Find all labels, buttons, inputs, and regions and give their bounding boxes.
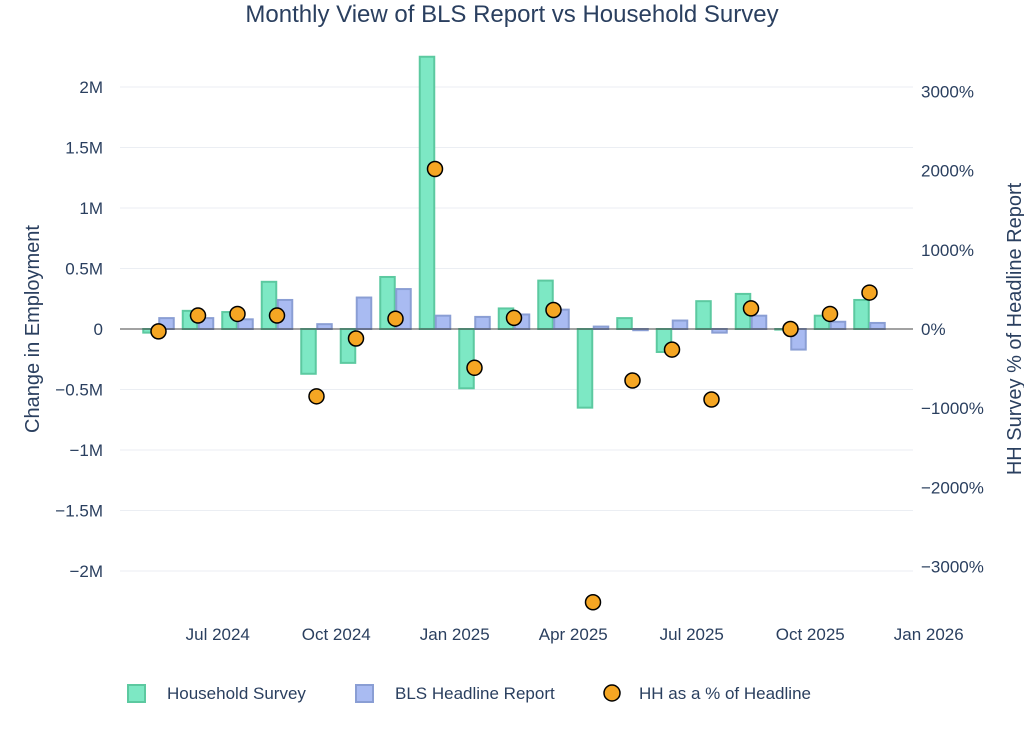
y-tick-label-6: −1M <box>69 441 103 460</box>
y-tick-label-5: −0.5M <box>55 381 103 400</box>
x-tick-label-3: Apr 2025 <box>539 625 608 644</box>
x-tick-label-1: Oct 2024 <box>302 625 371 644</box>
legend-marker-hh-pct <box>603 684 621 702</box>
bar-household-11 <box>576 328 594 409</box>
y2-tick-label-2: 1000% <box>921 241 974 260</box>
x-tick-label-4: Jul 2025 <box>660 625 724 644</box>
point-hh-pct-17 <box>821 305 839 323</box>
bar-bls-18 <box>869 321 886 331</box>
point-hh-pct-2 <box>229 305 246 323</box>
point-hh-pct-7 <box>426 160 444 178</box>
legend-item-bls[interactable]: BLS Headline Report <box>355 684 555 703</box>
point-hh-pct-18 <box>861 284 878 301</box>
point-hh-pct-8 <box>466 359 483 377</box>
point-hh-pct-14 <box>703 391 720 408</box>
legend-label-household: Household Survey <box>167 684 306 703</box>
x-axis: Jul 2024 Oct 2024 Jan 2025 Apr 2025 Jul 2025… <box>186 625 964 644</box>
point-hh-pct-3 <box>268 307 286 324</box>
y2-tick-label-4: −1000% <box>921 399 984 418</box>
x-tick-label-5: Oct 2025 <box>776 625 845 644</box>
point-hh-pct-5 <box>347 330 365 347</box>
point-hh-pct-15 <box>742 300 760 317</box>
y-axis-title: Change in Employment <box>22 225 44 433</box>
y2-tick-label-0: 3000% <box>921 82 974 101</box>
point-hh-pct-4 <box>308 388 325 405</box>
bar-bls-4 <box>316 323 333 331</box>
point-hh-pct-10 <box>545 301 562 319</box>
bar-bls-8 <box>474 315 491 330</box>
bar-household-4 <box>300 328 317 375</box>
legend-swatch-household <box>127 684 146 703</box>
y-axis: 2M 1.5M 1M 0.5M 0 −0.5M −1M −1.5M −2M <box>55 78 103 581</box>
y2-tick-label-6: −3000% <box>921 558 984 577</box>
legend-item-household[interactable]: Household Survey <box>127 684 306 703</box>
point-hh-pct-0 <box>150 323 167 340</box>
points <box>150 160 878 611</box>
y2-tick-label-3: 0% <box>921 320 946 339</box>
gridlines <box>120 86 913 572</box>
bar-bls-17 <box>829 320 847 330</box>
y2-tick-label-5: −2000% <box>921 478 984 497</box>
legend-item-hh-pct[interactable]: HH as a % of Headline <box>603 684 811 703</box>
bars <box>142 55 886 409</box>
y-tick-label-3: 0.5M <box>65 260 103 279</box>
y2-tick-label-1: 2000% <box>921 162 974 181</box>
bar-bls-15 <box>750 314 768 331</box>
y-tick-label-7: −1.5M <box>55 502 103 521</box>
y2-axis: 3000% 2000% 1000% 0% −1000% −2000% −3000% <box>921 82 984 576</box>
point-hh-pct-9 <box>505 309 523 327</box>
point-hh-pct-6 <box>387 310 404 327</box>
y-tick-label-4: 0 <box>94 320 103 339</box>
legend-label-hh-pct: HH as a % of Headline <box>639 684 811 703</box>
x-tick-label-2: Jan 2025 <box>420 625 490 644</box>
bar-household-18 <box>853 298 870 330</box>
chart-title: Monthly View of BLS Report vs Household … <box>245 1 778 28</box>
point-hh-pct-11 <box>584 593 602 611</box>
y-tick-label-8: −2M <box>69 562 103 581</box>
point-hh-pct-12 <box>624 372 641 389</box>
legend-label-bls: BLS Headline Report <box>395 684 555 703</box>
point-hh-pct-13 <box>663 341 681 358</box>
bar-bls-14 <box>711 328 728 334</box>
x-tick-label-6: Jan 2026 <box>894 625 964 644</box>
legend-swatch-bls <box>355 684 374 703</box>
point-hh-pct-16 <box>782 320 799 338</box>
bar-bls-5 <box>355 296 373 331</box>
y-tick-label-1: 1.5M <box>65 139 103 158</box>
legend: Household Survey BLS Headline Report HH … <box>127 684 811 703</box>
y2-axis-title: HH Survey % of Headline Report <box>1004 182 1024 475</box>
point-hh-pct-1 <box>189 307 207 324</box>
bar-household-8 <box>458 328 475 390</box>
y-tick-label-2: 1M <box>79 199 103 218</box>
bar-household-12 <box>616 317 633 330</box>
bar-household-14 <box>695 300 712 331</box>
bar-bls-7 <box>434 314 452 331</box>
y-tick-label-0: 2M <box>79 78 103 97</box>
bar-bls-13 <box>671 319 689 330</box>
x-tick-label-0: Jul 2024 <box>186 625 250 644</box>
bar-household-7 <box>418 55 436 330</box>
